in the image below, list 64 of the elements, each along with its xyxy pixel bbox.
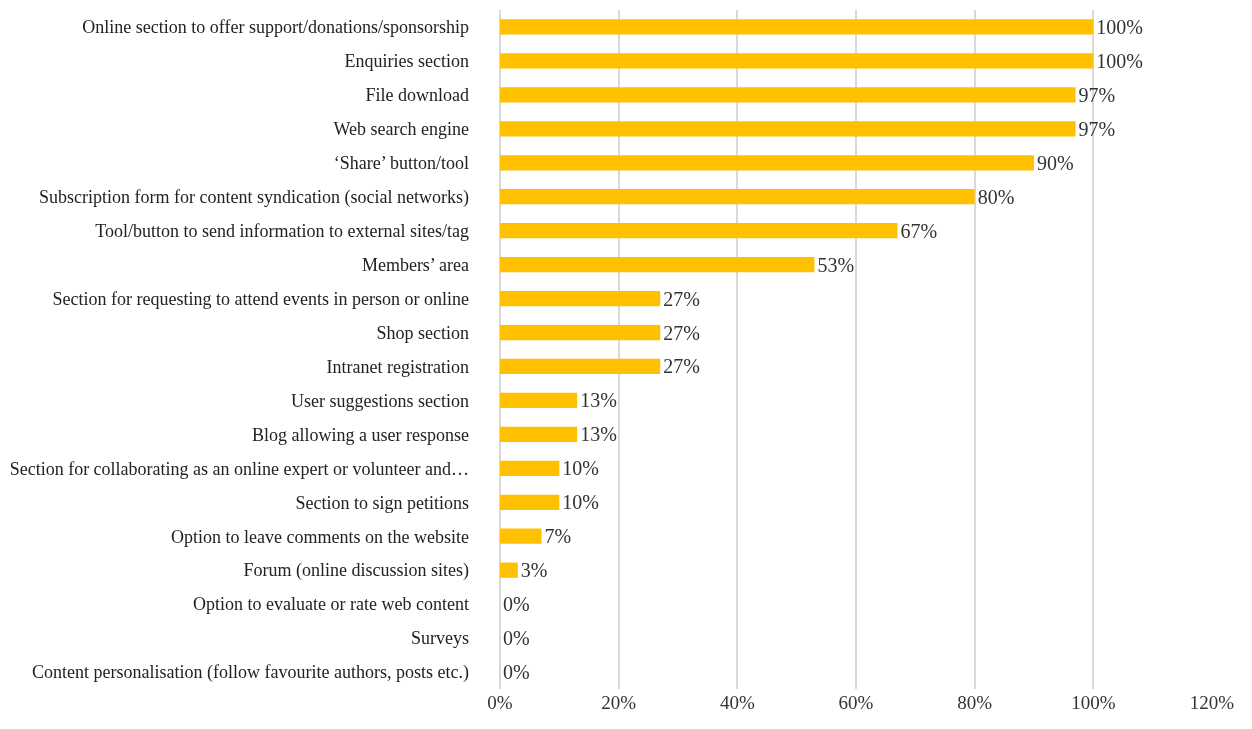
data-label: 27%: [663, 355, 700, 378]
data-label: 97%: [1078, 83, 1116, 106]
y-tick-label: ‘Share’ button/tool: [333, 153, 469, 174]
y-tick-label: Intranet registration: [326, 356, 469, 377]
bar: [500, 460, 560, 476]
data-label: 80%: [977, 185, 1015, 208]
bar: [500, 324, 661, 341]
y-tick-label: Members’ area: [361, 254, 469, 275]
bar: [500, 392, 578, 409]
data-label: 27%: [663, 321, 700, 344]
bar: [500, 494, 560, 510]
x-tick-label: 20%: [601, 692, 637, 713]
data-label: 0%: [503, 661, 530, 684]
y-tick-label: Forum (online discussion sites): [243, 560, 469, 582]
data-label: 53%: [817, 253, 855, 276]
y-tick-label: Option to evaluate or rate web content: [193, 594, 469, 615]
data-label: 97%: [1078, 117, 1116, 140]
y-tick-label: Online section to offer support/donations/sponsorship: [82, 17, 469, 38]
y-tick-label: Enquiries section: [344, 51, 469, 72]
bar: [500, 290, 661, 307]
bar: [500, 19, 1094, 35]
y-tick-label: Section to sign petitions: [295, 492, 469, 513]
data-label: 7%: [544, 525, 572, 548]
data-label: 10%: [562, 457, 599, 480]
y-tick-label: Option to leave comments on the website: [171, 526, 469, 547]
data-label: 90%: [1037, 151, 1074, 174]
y-tick-label: Surveys: [411, 628, 469, 649]
x-tick-label: 60%: [838, 692, 874, 713]
y-tick-label: Section for requesting to attend events in person or online: [52, 288, 469, 309]
bar: [500, 87, 1076, 103]
bar: [500, 562, 518, 578]
bar: [500, 189, 975, 205]
x-tick-label: 0%: [487, 692, 513, 713]
y-tick-label: User suggestions section: [291, 390, 469, 411]
data-label: 0%: [503, 593, 530, 616]
y-tick-label: Subscription form for content syndication (social networks): [39, 187, 469, 209]
x-tick-label: 100%: [1071, 692, 1116, 713]
y-tick-label: Shop section: [376, 322, 469, 343]
data-label: 27%: [663, 287, 700, 310]
y-tick-label: Blog allowing a user response: [252, 424, 469, 445]
y-tick-label: Tool/button to send information to external sites/tag: [95, 220, 469, 241]
data-label: 100%: [1096, 49, 1143, 72]
data-label: 13%: [580, 423, 617, 446]
data-label: 100%: [1096, 15, 1143, 38]
bar: [500, 358, 661, 375]
y-tick-label: Content personalisation (follow favourite authors, posts etc.): [32, 662, 469, 684]
y-tick-label: File download: [365, 85, 469, 106]
x-tick-label: 40%: [719, 692, 755, 713]
y-tick-label: Web search engine: [333, 119, 470, 140]
data-label: 13%: [580, 389, 617, 412]
x-tick-label: 80%: [957, 692, 993, 713]
y-tick-label: Section for collaborating as an online expert or volunteer and…: [9, 458, 469, 479]
bar: [500, 256, 815, 273]
bar: [500, 223, 898, 239]
x-tick-label: 120%: [1189, 692, 1235, 713]
bar: [500, 121, 1076, 137]
bar: [500, 426, 578, 443]
data-label: 3%: [520, 559, 548, 582]
data-label: 67%: [900, 219, 938, 242]
bar: [500, 528, 542, 544]
bar: [500, 53, 1094, 69]
data-label: 0%: [503, 627, 530, 650]
bar: [500, 155, 1034, 171]
data-label: 10%: [562, 491, 599, 514]
